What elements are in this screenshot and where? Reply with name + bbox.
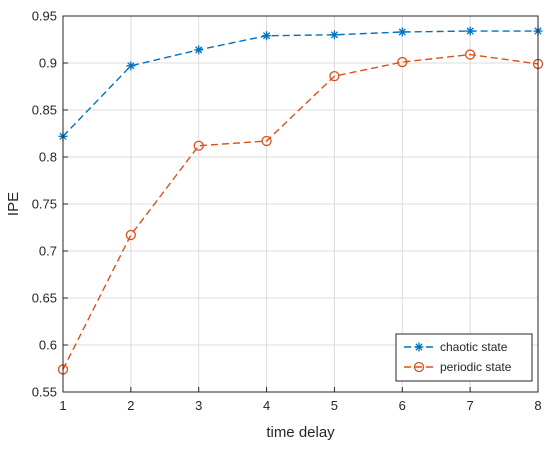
x-tick-label: 5: [331, 398, 338, 413]
series-periodic-state: [57, 49, 544, 375]
ticks: 1 2 3 4 5 6 7 8 0.55 0.6 0.65 0.7 0.75 0.8 0.85 0.9 0.95: [32, 9, 542, 414]
legend: chaotic state periodic state: [395, 333, 533, 382]
y-tick-label: 0.7: [39, 244, 57, 259]
series-layer: [57, 26, 544, 375]
data-point-periodic-state: [464, 49, 476, 60]
marker-stroke: [466, 27, 474, 35]
legend-label-chaotic-state: chaotic state: [440, 340, 508, 354]
y-tick-label: 0.85: [32, 103, 57, 118]
x-tick-label: 1: [59, 398, 66, 413]
marker-stroke: [127, 62, 135, 70]
legend-item-periodic-state: periodic state: [404, 360, 512, 374]
legend-box: [395, 333, 533, 382]
y-tick-label: 0.95: [32, 9, 57, 24]
x-tick-label: 4: [263, 398, 270, 413]
marker-stroke: [415, 343, 423, 351]
y-tick-label: 0.6: [39, 338, 57, 353]
data-point-periodic-state: [193, 140, 204, 151]
x-tick-label: 3: [195, 398, 202, 413]
marker-stroke: [195, 46, 203, 54]
y-tick-label: 0.65: [32, 291, 57, 306]
series-chaotic-state: [58, 26, 543, 141]
x-tick-label: 2: [127, 398, 134, 413]
y-tick-label: 0.55: [32, 385, 57, 400]
data-point-chaotic-state: [397, 27, 407, 37]
y-axis-label: IPE: [5, 192, 22, 216]
data-point-chaotic-state: [465, 26, 475, 36]
data-point-periodic-state: [125, 229, 137, 241]
data-point-chaotic-state: [194, 45, 204, 55]
legend-item-chaotic-state: chaotic state: [404, 340, 508, 354]
marker-stroke: [330, 31, 339, 39]
x-tick-label: 6: [399, 398, 406, 413]
legend-items: chaotic state periodic state: [404, 340, 512, 374]
data-point-chaotic-state: [262, 31, 272, 41]
x-axis-label: time delay: [266, 424, 335, 441]
data-point-chaotic-state: [329, 30, 339, 40]
series-line-periodic-state: [62, 53, 539, 370]
legend-marker-chaotic-state: [414, 342, 424, 352]
x-tick-label: 7: [467, 398, 474, 413]
data-point-chaotic-state: [126, 61, 136, 71]
series-line-chaotic-state: [62, 30, 538, 137]
marker-stroke: [398, 28, 406, 36]
x-tick-label: 8: [534, 398, 541, 413]
data-point-periodic-state: [397, 56, 408, 68]
legend-label-periodic-state: periodic state: [440, 360, 512, 374]
data-point-periodic-state: [261, 135, 272, 147]
y-tick-label: 0.8: [39, 150, 57, 165]
marker-stroke: [262, 32, 271, 40]
data-point-periodic-state: [329, 71, 340, 82]
y-tick-label: 0.9: [39, 56, 57, 71]
y-tick-label: 0.75: [32, 197, 57, 212]
legend-marker-periodic-state: [413, 361, 425, 373]
